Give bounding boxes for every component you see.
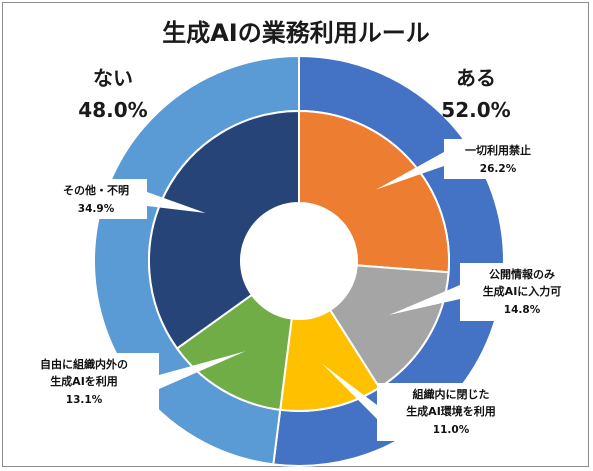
callout-label-line: 生成AIを利用 [50,374,118,388]
callout-4: その他・不明 34.9% [45,179,206,219]
callout-value: 14.8% [504,304,541,316]
inner-slice-3 [175,293,293,411]
callout-value: 34.9% [78,203,115,215]
callout-box [460,263,584,321]
callout-label-line: 一切利用禁止 [465,143,531,157]
outer-label-nai: ない [93,66,133,90]
callout-label-line: 公開情報のみ [489,267,555,281]
callout-label-line: 生成AI環境を利用 [406,404,496,418]
callout-pointer [147,192,206,214]
chart-title: 生成AIの業務利用ルール [162,19,430,47]
callout-box [45,179,147,219]
inner-slice-4 [148,109,300,350]
callout-pointer [321,363,377,419]
inner-ring [148,109,450,412]
callout-label-line: 生成AIに入力可 [483,284,562,298]
callouts: 一切利用禁止26.2%公開情報のみ生成AIに入力可14.8%組織内に閉じた生成A… [9,139,584,441]
outer-value-nai: 48.0% [78,98,147,122]
callout-value: 13.1% [66,394,103,406]
callout-value: 26.2% [480,163,517,175]
outer-value-aru: 52.0% [441,98,510,122]
chart-frame: 生成AIの業務利用ルール ない 48.0% ある 52.0% 一切利用禁止 26.… [2,2,589,467]
callout-value: 11.0% [433,424,470,436]
callout-label-line: 自由に組織内外の [40,357,128,371]
callout-label-line: 組織内に閉じた [413,387,490,401]
callout-pointer [389,285,460,316]
callout-box [9,353,159,411]
outer-label-aru: ある [456,66,496,90]
callout-label-line: その他・不明 [63,183,129,197]
callout-pointer [159,351,246,389]
callout-box [377,383,525,441]
callout-pointer [375,152,444,190]
callout-0: 一切利用禁止 26.2% [375,139,552,190]
inner-slice-0 [298,109,450,274]
callout-box [444,139,552,179]
donut-chart: 生成AIの業務利用ルール ない 48.0% ある 52.0% 一切利用禁止 26.… [9,19,584,467]
